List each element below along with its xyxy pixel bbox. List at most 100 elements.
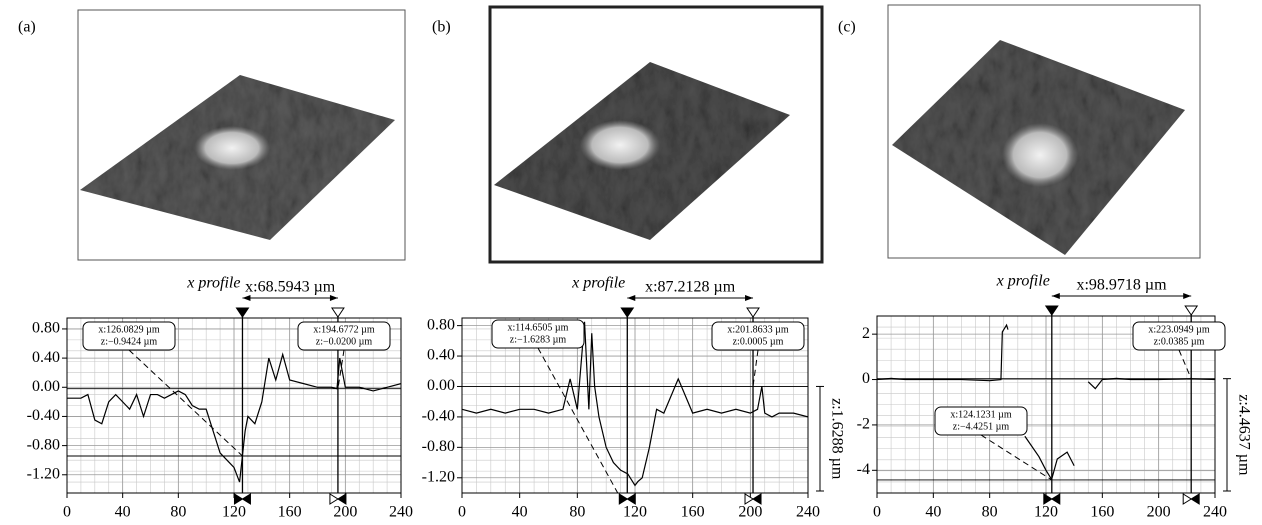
plot-frame <box>876 315 1216 494</box>
x-tick-label: 0 <box>873 504 881 521</box>
y-tick-label: -1.20 <box>422 468 455 485</box>
cursor-triangle <box>620 307 635 318</box>
cursor-foot <box>744 493 754 505</box>
plot-frame <box>461 317 809 494</box>
cursor-foot <box>336 493 347 505</box>
cursor-foot <box>1190 493 1200 505</box>
delta-label: z:1.6288 µm <box>828 398 845 480</box>
cursor-foot <box>1050 493 1061 505</box>
cursor-foot <box>1043 493 1053 505</box>
cursor-x-label: x:124.1231 µm <box>950 409 1012 420</box>
y-tick-label: -0.80 <box>422 438 455 455</box>
x-tick-label: 80 <box>982 504 998 521</box>
y-tick-label: 0.40 <box>32 349 60 366</box>
cursor-label-box <box>1132 321 1226 351</box>
x-tick-label: 240 <box>1203 504 1227 521</box>
panel-label: (c) <box>838 19 856 36</box>
leader-line <box>537 347 619 493</box>
y-tick-label: 2 <box>862 325 870 342</box>
x-tick-label: 40 <box>115 504 131 521</box>
y-tick-label: 0.40 <box>427 347 455 364</box>
y-tick-label: 0.80 <box>427 316 455 333</box>
leader-line <box>128 349 243 457</box>
x-tick-label: 0 <box>458 504 466 521</box>
y-tick-label: -0.40 <box>422 408 455 425</box>
cursor-foot <box>626 493 636 505</box>
x-tick-label: 240 <box>389 504 413 521</box>
panel-label: (a) <box>18 19 36 36</box>
cursor-x-label: x:201.8633 µm <box>727 324 789 335</box>
leader-line <box>1178 349 1192 379</box>
arrow-head <box>627 295 636 301</box>
cursor-z-label: z:0.0385 µm <box>1154 336 1205 347</box>
arrow-head <box>1051 293 1060 299</box>
surface-image-b <box>488 5 824 264</box>
cursor-triangle <box>1044 305 1059 316</box>
x-tick-label: 160 <box>278 504 302 521</box>
arrow-head <box>745 295 754 301</box>
x-tick-label: 80 <box>170 504 186 521</box>
cursor-foot <box>1182 493 1193 505</box>
cursor-foot <box>233 493 244 505</box>
cursor-x-label: x:114.6505 µm <box>508 322 569 333</box>
y-tick-label: -0.40 <box>27 407 60 424</box>
cursor-foot <box>752 493 762 505</box>
profile-title: x profile <box>186 275 240 292</box>
cursor-label-box <box>297 321 391 351</box>
delta-label: z:4.4637 µm <box>1235 394 1252 476</box>
cursor-x-label: x:194.6772 µm <box>313 324 375 335</box>
y-tick-label: -1.20 <box>27 465 60 482</box>
profile-title: x profile <box>571 275 625 292</box>
cursor-foot <box>618 493 629 505</box>
x-tick-label: 40 <box>925 504 941 521</box>
cursor-label-box <box>711 321 805 351</box>
profile-line <box>67 352 401 483</box>
x-tick-label: 40 <box>512 504 528 521</box>
cursor-triangle <box>746 307 760 318</box>
y-tick-label: 0 <box>862 370 870 387</box>
cursor-triangle <box>235 307 250 318</box>
y-tick-label: 0.80 <box>32 320 60 337</box>
leader-line <box>980 434 1053 481</box>
x-tick-label: 240 <box>796 504 820 521</box>
cursor-z-label: z:−0.0200 µm <box>316 336 373 347</box>
x-tick-label: 120 <box>623 504 647 521</box>
x-tick-label: 80 <box>569 504 585 521</box>
cursor-z-label: z:−0.9424 µm <box>101 336 158 347</box>
x-tick-label: 160 <box>681 504 705 521</box>
surface-image-c <box>887 4 1201 259</box>
arrow-head <box>1183 293 1192 299</box>
cursor-label-box <box>82 321 176 351</box>
cursor-x-label: x:126.0829 µm <box>98 324 160 335</box>
x-tick-label: 160 <box>1090 504 1114 521</box>
x-tick-label: 0 <box>63 504 71 521</box>
leader-line <box>752 349 759 387</box>
cursor-z-label: z:−1.6283 µm <box>510 334 567 345</box>
cursor-triangle <box>330 307 345 318</box>
y-tick-label: -2 <box>857 416 870 433</box>
arrow-head <box>242 295 251 301</box>
profile-title: x profile <box>996 273 1050 290</box>
cursor-x-label: x:223.0949 µm <box>1148 324 1210 335</box>
cursor-z-label: z:−4.4251 µm <box>953 421 1010 432</box>
y-tick-label: -4 <box>857 461 870 478</box>
profile-line <box>462 321 808 487</box>
cursor-triangle <box>1184 305 1199 316</box>
x-tick-label: 120 <box>1034 504 1058 521</box>
y-tick-label: 0.00 <box>32 378 60 395</box>
surface-image-a <box>77 9 406 261</box>
cursor-foot <box>329 493 339 505</box>
distance-label: x:87.2128 µm <box>645 279 736 296</box>
distance-label: x:98.9718 µm <box>1076 277 1167 294</box>
y-tick-label: 0.00 <box>427 377 455 394</box>
x-tick-label: 200 <box>333 504 357 521</box>
y-tick-label: -0.80 <box>27 436 60 453</box>
cursor-label-box <box>491 319 585 349</box>
leader-line <box>337 349 345 389</box>
panel-label: (b) <box>432 19 451 36</box>
x-tick-label: 120 <box>222 504 246 521</box>
x-tick-label: 200 <box>738 504 762 521</box>
cursor-foot <box>241 493 251 505</box>
plot-frame <box>66 317 402 494</box>
